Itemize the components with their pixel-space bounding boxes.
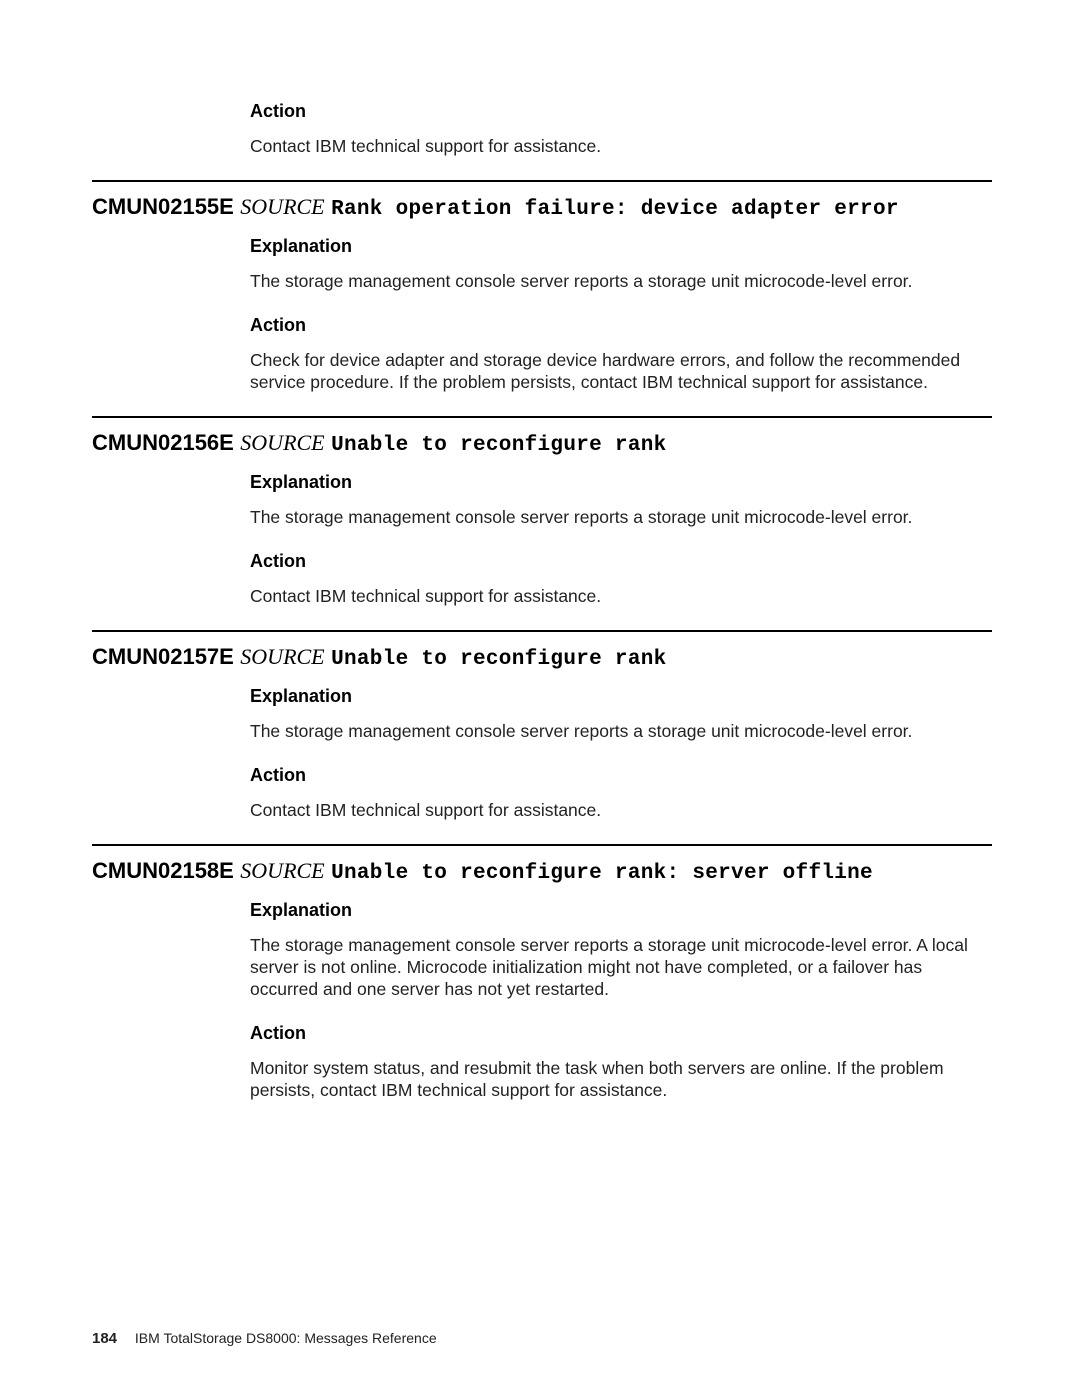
message-source: SOURCE xyxy=(238,430,326,455)
message-title: Unable to reconfigure rank xyxy=(331,648,666,671)
message-entry: CMUN02155E SOURCE Rank operation failure… xyxy=(92,192,992,394)
message-header: CMUN02155E SOURCE Rank operation failure… xyxy=(92,192,992,224)
action-heading: Action xyxy=(250,765,992,786)
message-body: Explanation The storage management conso… xyxy=(250,686,992,822)
message-body: Explanation The storage management conso… xyxy=(250,236,992,394)
explanation-heading: Explanation xyxy=(250,472,992,493)
action-heading: Action xyxy=(250,1023,992,1044)
action-heading: Action xyxy=(250,315,992,336)
action-heading: Action xyxy=(250,101,992,122)
message-body: Explanation The storage management conso… xyxy=(250,472,992,608)
message-source: SOURCE xyxy=(238,194,326,219)
message-entry: CMUN02158E SOURCE Unable to reconfigure … xyxy=(92,856,992,1102)
message-header: CMUN02156E SOURCE Unable to reconfigure … xyxy=(92,428,992,460)
message-title: Rank operation failure: device adapter e… xyxy=(331,198,899,221)
explanation-heading: Explanation xyxy=(250,900,992,921)
message-code: CMUN02155E xyxy=(92,194,234,219)
message-header: CMUN02157E SOURCE Unable to reconfigure … xyxy=(92,642,992,674)
action-body: Check for device adapter and storage dev… xyxy=(250,350,992,394)
action-body: Contact IBM technical support for assist… xyxy=(250,586,992,608)
message-entry: CMUN02156E SOURCE Unable to reconfigure … xyxy=(92,428,992,608)
message-header: CMUN02158E SOURCE Unable to reconfigure … xyxy=(92,856,992,888)
explanation-body: The storage management console server re… xyxy=(250,271,992,293)
explanation-body: The storage management console server re… xyxy=(250,721,992,743)
action-body: Contact IBM technical support for assist… xyxy=(250,800,992,822)
page-number: 184 xyxy=(92,1330,117,1347)
footer-doc-title: IBM TotalStorage DS8000: Messages Refere… xyxy=(135,1330,437,1346)
message-title: Unable to reconfigure rank xyxy=(331,434,666,457)
message-code: CMUN02157E xyxy=(92,644,234,669)
action-body: Monitor system status, and resubmit the … xyxy=(250,1058,992,1102)
message-code: CMUN02158E xyxy=(92,858,234,883)
message-entry: CMUN02157E SOURCE Unable to reconfigure … xyxy=(92,642,992,822)
divider xyxy=(92,180,992,182)
message-body: Explanation The storage management conso… xyxy=(250,900,992,1101)
message-source: SOURCE xyxy=(238,644,326,669)
message-code: CMUN02156E xyxy=(92,430,234,455)
divider xyxy=(92,630,992,632)
message-title: Unable to reconfigure rank: server offli… xyxy=(331,862,873,885)
divider xyxy=(92,844,992,846)
divider xyxy=(92,416,992,418)
explanation-body: The storage management console server re… xyxy=(250,507,992,529)
explanation-body: The storage management console server re… xyxy=(250,935,992,1001)
explanation-heading: Explanation xyxy=(250,686,992,707)
explanation-heading: Explanation xyxy=(250,236,992,257)
document-page: Action Contact IBM technical support for… xyxy=(0,0,1080,1102)
message-source: SOURCE xyxy=(238,858,326,883)
action-body: Contact IBM technical support for assist… xyxy=(250,136,992,158)
intro-section: Action Contact IBM technical support for… xyxy=(250,101,992,158)
action-heading: Action xyxy=(250,551,992,572)
page-footer: 184 IBM TotalStorage DS8000: Messages Re… xyxy=(92,1330,437,1347)
